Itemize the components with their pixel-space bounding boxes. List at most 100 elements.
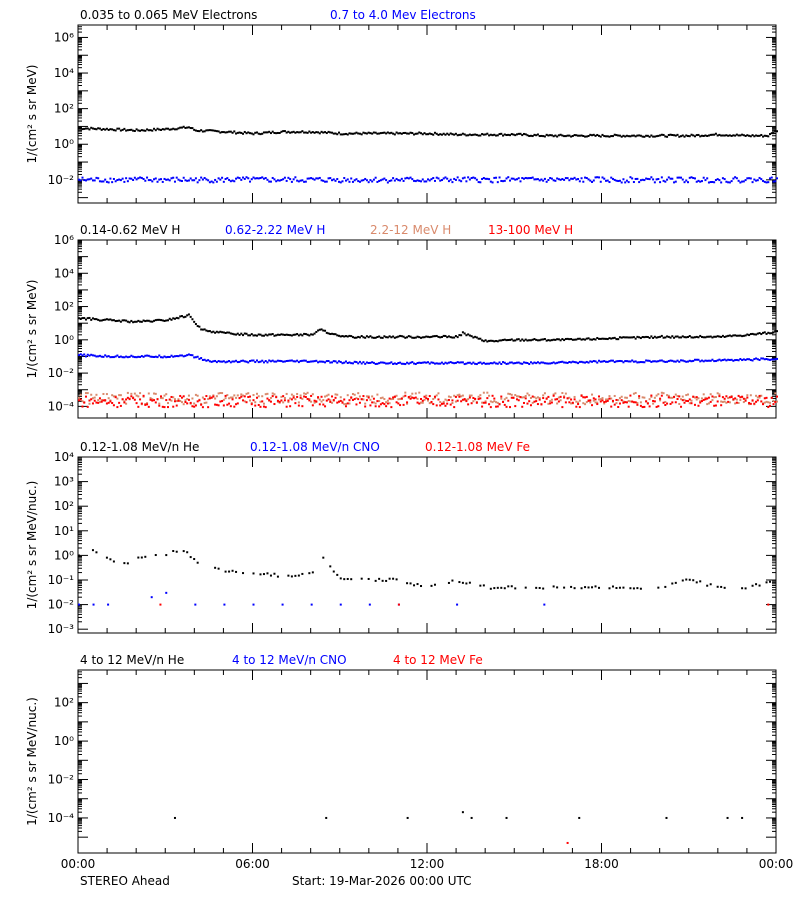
data-point	[603, 402, 606, 405]
data-point	[652, 135, 655, 138]
data-point	[242, 572, 245, 575]
data-point	[697, 133, 700, 136]
data-point	[517, 361, 520, 364]
y-tick-label: 10⁰	[54, 137, 74, 151]
data-point	[758, 584, 761, 587]
data-point	[368, 603, 371, 606]
data-point	[130, 395, 133, 398]
data-point	[317, 329, 320, 332]
data-point	[420, 585, 423, 588]
data-point	[249, 132, 252, 135]
data-point	[240, 131, 243, 134]
data-point	[402, 335, 405, 338]
data-point	[707, 335, 710, 338]
data-point	[128, 128, 131, 131]
data-point	[673, 395, 676, 398]
data-point	[369, 398, 372, 401]
data-point	[369, 404, 372, 407]
data-point	[615, 402, 618, 405]
data-point	[510, 338, 513, 341]
data-point	[338, 334, 341, 337]
data-point	[559, 399, 562, 402]
data-point	[83, 127, 86, 130]
data-point	[756, 396, 759, 399]
data-point	[114, 129, 117, 132]
data-point	[193, 128, 196, 131]
data-point	[379, 336, 382, 339]
data-point	[427, 398, 429, 401]
data-point	[653, 181, 656, 184]
data-point	[334, 132, 337, 135]
data-point	[189, 127, 192, 130]
data-point	[601, 337, 604, 340]
data-point	[280, 178, 283, 181]
data-point	[146, 402, 149, 405]
data-point	[91, 549, 94, 552]
data-point	[243, 177, 246, 180]
data-point	[716, 392, 719, 395]
data-point	[147, 179, 150, 182]
data-point	[765, 332, 768, 335]
data-point	[182, 355, 185, 358]
data-point	[618, 179, 621, 182]
data-point	[671, 396, 674, 399]
data-point	[529, 396, 532, 399]
data-point	[329, 400, 332, 403]
data-point	[549, 339, 552, 342]
data-point	[252, 572, 255, 575]
data-point	[587, 361, 590, 364]
data-point	[446, 132, 449, 135]
data-point	[535, 338, 538, 341]
data-point	[638, 361, 641, 364]
data-point	[624, 401, 627, 404]
data-point	[153, 178, 156, 181]
data-point	[453, 336, 456, 339]
data-point	[440, 335, 443, 338]
data-point	[756, 134, 759, 137]
data-point	[306, 177, 309, 180]
data-point	[435, 404, 438, 407]
data-point	[482, 177, 485, 180]
data-point	[702, 176, 705, 179]
data-point	[718, 133, 721, 136]
data-point	[540, 178, 543, 181]
data-point	[566, 134, 569, 137]
data-point	[159, 603, 162, 606]
data-point	[140, 320, 143, 323]
data-point	[552, 361, 555, 364]
data-point	[741, 816, 744, 819]
data-point	[758, 359, 761, 362]
data-point	[421, 361, 424, 364]
data-point	[688, 578, 691, 581]
data-point	[587, 337, 590, 340]
data-point	[252, 334, 255, 337]
data-point	[324, 361, 327, 364]
data-point	[395, 363, 398, 366]
data-point	[147, 319, 150, 322]
data-point	[97, 318, 100, 321]
data-point	[318, 360, 321, 363]
data-point	[685, 394, 688, 397]
data-point	[310, 394, 313, 397]
x-tick-label: 18:00	[584, 857, 619, 871]
data-point	[268, 333, 271, 336]
data-point	[660, 334, 663, 337]
data-point	[378, 335, 381, 338]
data-point	[406, 816, 409, 819]
data-point	[341, 180, 344, 183]
data-point	[264, 406, 267, 409]
data-point	[509, 393, 512, 396]
data-point	[158, 404, 161, 407]
data-point	[315, 177, 318, 180]
data-point	[446, 336, 449, 339]
data-point	[500, 586, 503, 589]
data-point	[770, 176, 773, 179]
data-point	[315, 131, 318, 134]
data-point	[526, 177, 529, 180]
data-point	[215, 403, 218, 406]
data-point	[249, 399, 252, 402]
data-point	[641, 396, 644, 399]
data-point	[413, 179, 416, 182]
data-point	[510, 396, 513, 399]
data-point	[313, 360, 316, 363]
